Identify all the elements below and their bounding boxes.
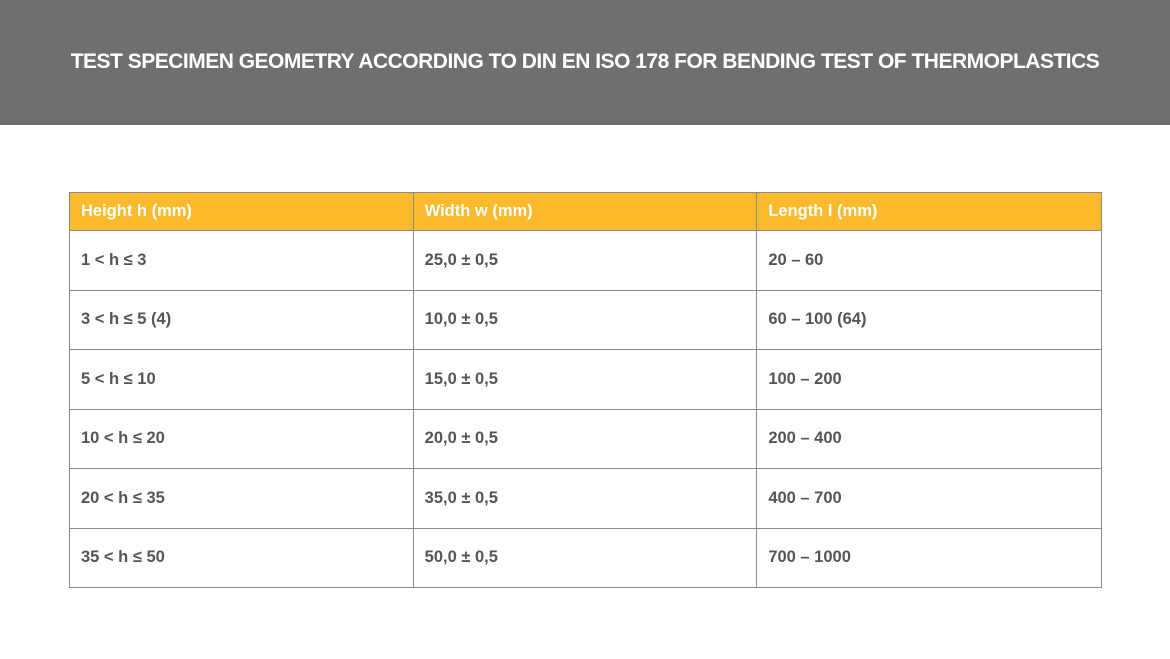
cell-height: 5 < h ≤ 10 (69, 349, 414, 410)
cell-width: 20,0 ± 0,5 (412, 408, 758, 469)
table-row: 3 < h ≤ 5 (4) 10,0 ± 0,5 60 – 100 (64) (69, 289, 1102, 350)
cell-height: 20 < h ≤ 35 (69, 468, 414, 529)
page-title: TEST SPECIMEN GEOMETRY ACCORDING TO DIN … (0, 44, 1170, 80)
table-row: 1 < h ≤ 3 25,0 ± 0,5 20 – 60 (69, 230, 1102, 291)
cell-length: 100 – 200 (756, 349, 1102, 410)
cell-length: 700 – 1000 (756, 527, 1102, 588)
specimen-table: Height h (mm) Width w (mm) Length l (mm)… (69, 192, 1102, 588)
cell-height: 1 < h ≤ 3 (69, 230, 414, 291)
table-row: 35 < h ≤ 50 50,0 ± 0,5 700 – 1000 (69, 527, 1102, 588)
cell-length: 400 – 700 (756, 468, 1102, 529)
cell-length: 20 – 60 (756, 230, 1102, 291)
cell-width: 25,0 ± 0,5 (412, 230, 758, 291)
cell-height: 3 < h ≤ 5 (4) (69, 289, 414, 350)
cell-height: 35 < h ≤ 50 (69, 527, 414, 588)
header-length: Length l (mm) (756, 192, 1102, 231)
header-height: Height h (mm) (69, 192, 414, 231)
table-row: 5 < h ≤ 10 15,0 ± 0,5 100 – 200 (69, 349, 1102, 410)
table-header-row: Height h (mm) Width w (mm) Length l (mm) (69, 192, 1102, 231)
cell-width: 35,0 ± 0,5 (412, 468, 758, 529)
cell-width: 15,0 ± 0,5 (412, 349, 758, 410)
title-banner (0, 0, 1170, 125)
cell-length: 60 – 100 (64) (756, 289, 1102, 350)
header-width: Width w (mm) (412, 192, 758, 231)
cell-height: 10 < h ≤ 20 (69, 408, 414, 469)
cell-length: 200 – 400 (756, 408, 1102, 469)
cell-width: 50,0 ± 0,5 (412, 527, 758, 588)
cell-width: 10,0 ± 0,5 (412, 289, 758, 350)
page-title-text: TEST SPECIMEN GEOMETRY ACCORDING TO DIN … (70, 50, 1100, 73)
table-row: 20 < h ≤ 35 35,0 ± 0,5 400 – 700 (69, 468, 1102, 529)
table-row: 10 < h ≤ 20 20,0 ± 0,5 200 – 400 (69, 408, 1102, 469)
